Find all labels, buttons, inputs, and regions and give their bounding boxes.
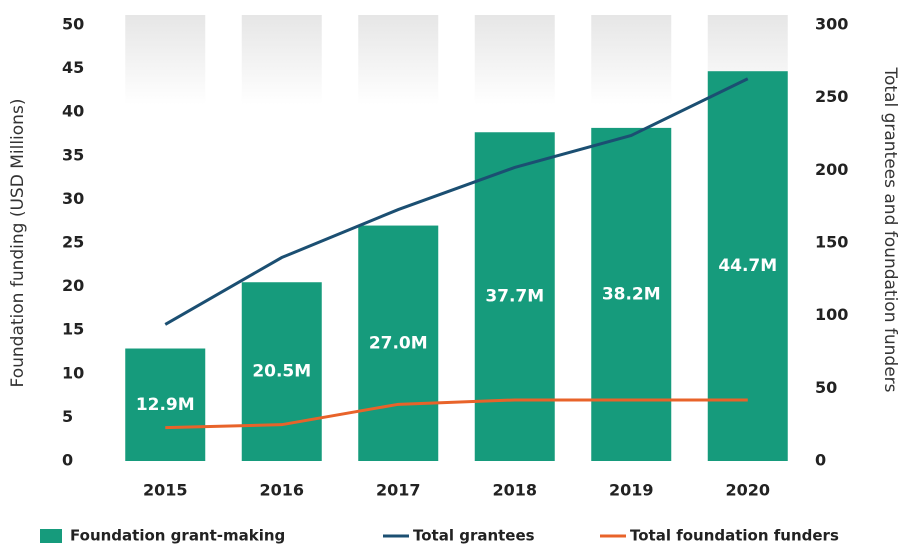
- y2-tick-label: 200: [815, 160, 848, 179]
- y-tick-label: 10: [62, 363, 84, 382]
- bar: [591, 127, 672, 462]
- y-tick-label: 25: [62, 233, 84, 252]
- y-tick-label: 20: [62, 276, 84, 295]
- value-label: 20.5M: [252, 362, 311, 382]
- backdrop: [125, 15, 206, 105]
- y-tick-label: 0: [62, 451, 73, 470]
- y-tick-label: 50: [62, 15, 84, 34]
- x-tick-label: 2018: [492, 481, 537, 500]
- y-tick-label: 35: [62, 145, 84, 164]
- backdrop: [358, 15, 439, 105]
- legend-label: Total foundation funders: [630, 527, 839, 545]
- backdrop: [241, 15, 322, 105]
- legend-swatch: [40, 529, 62, 543]
- bar: [241, 282, 322, 461]
- value-label: 12.9M: [136, 395, 195, 415]
- bar: [474, 132, 555, 462]
- y2-tick-label: 250: [815, 87, 848, 106]
- y-tick-label: 30: [62, 189, 84, 208]
- y2-tick-label: 50: [815, 378, 837, 397]
- line: [165, 398, 748, 430]
- y2-tick-label: 300: [815, 15, 848, 34]
- backdrop: [474, 15, 555, 105]
- value-label: 27.0M: [369, 333, 428, 353]
- bar: [707, 71, 788, 461]
- y-tick-label: 45: [62, 58, 84, 77]
- legend-label: Foundation grant-making: [70, 527, 285, 545]
- y2-axis-title: Total grantees and foundation funders: [880, 66, 900, 392]
- y2-tick-label: 0: [815, 451, 826, 470]
- y-tick-label: 40: [62, 102, 84, 121]
- y-tick-label: 15: [62, 320, 84, 339]
- bar: [125, 348, 206, 461]
- value-label: 44.7M: [718, 256, 777, 276]
- x-tick-label: 2017: [376, 481, 421, 500]
- x-tick-label: 2019: [609, 481, 654, 500]
- y-axis-title: Foundation funding (USD Millions): [8, 99, 28, 388]
- x-tick-label: 2020: [725, 481, 770, 500]
- x-tick-label: 2016: [259, 481, 304, 500]
- legend-label: Total grantees: [413, 527, 535, 545]
- y-tick-label: 5: [62, 407, 73, 426]
- y2-tick-label: 100: [815, 305, 848, 324]
- line: [164, 77, 749, 326]
- bar: [358, 225, 439, 461]
- backdrop: [591, 15, 672, 105]
- value-label: 37.7M: [485, 287, 544, 307]
- value-label: 38.2M: [602, 284, 661, 304]
- y2-tick-label: 150: [815, 233, 848, 252]
- x-tick-label: 2015: [143, 481, 188, 500]
